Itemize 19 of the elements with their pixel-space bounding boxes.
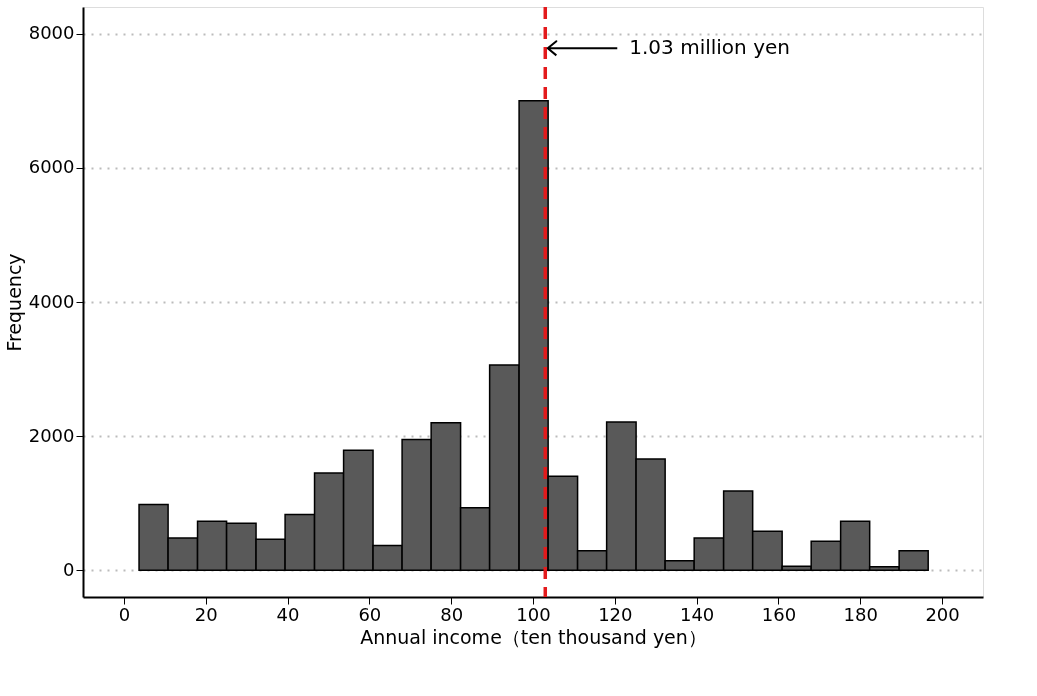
y-tick-label: 4000 (28, 290, 75, 312)
x-tick-label: 80 (440, 603, 464, 625)
x-tick-label: 120 (598, 603, 633, 625)
y-axis-title: Frequency (2, 253, 25, 352)
x-axis-title: Annual income（ten thousand yen） (360, 625, 707, 648)
x-tick-label: 140 (679, 603, 715, 625)
x-tick-label: 180 (843, 603, 878, 625)
x-tick-label: 20 (194, 603, 218, 625)
annotation: 1.03 million yen (629, 35, 790, 60)
x-tick-label: 0 (118, 603, 131, 625)
y-tick-label: 2000 (28, 424, 75, 446)
x-tick-label: 40 (276, 603, 300, 625)
y-tick-label: 6000 (28, 156, 75, 178)
x-tick-label: 100 (516, 603, 551, 625)
x-tick-label: 60 (358, 603, 382, 625)
y-tick-label: 0 (63, 558, 75, 580)
x-tick-label: 160 (761, 603, 797, 625)
x-tick-label: 200 (925, 603, 960, 625)
y-tick-label: 8000 (28, 22, 75, 44)
